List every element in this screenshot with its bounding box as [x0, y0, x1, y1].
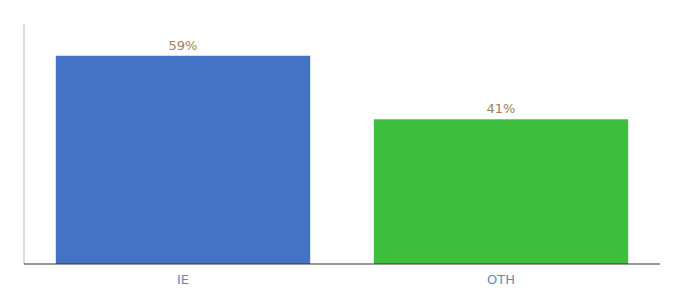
chart-container: IE OTH 59% 41%	[0, 0, 680, 300]
x-tick-label: OTH	[487, 272, 515, 287]
x-tick-label: IE	[177, 272, 189, 287]
data-label: 59%	[169, 38, 198, 53]
chart-svg: IE OTH 59% 41%	[0, 0, 680, 300]
bars	[56, 56, 628, 264]
data-label: 41%	[487, 101, 516, 116]
bar	[56, 56, 310, 264]
x-axis-line	[24, 264, 660, 265]
y-axis-line	[24, 24, 25, 264]
bar	[374, 119, 628, 264]
